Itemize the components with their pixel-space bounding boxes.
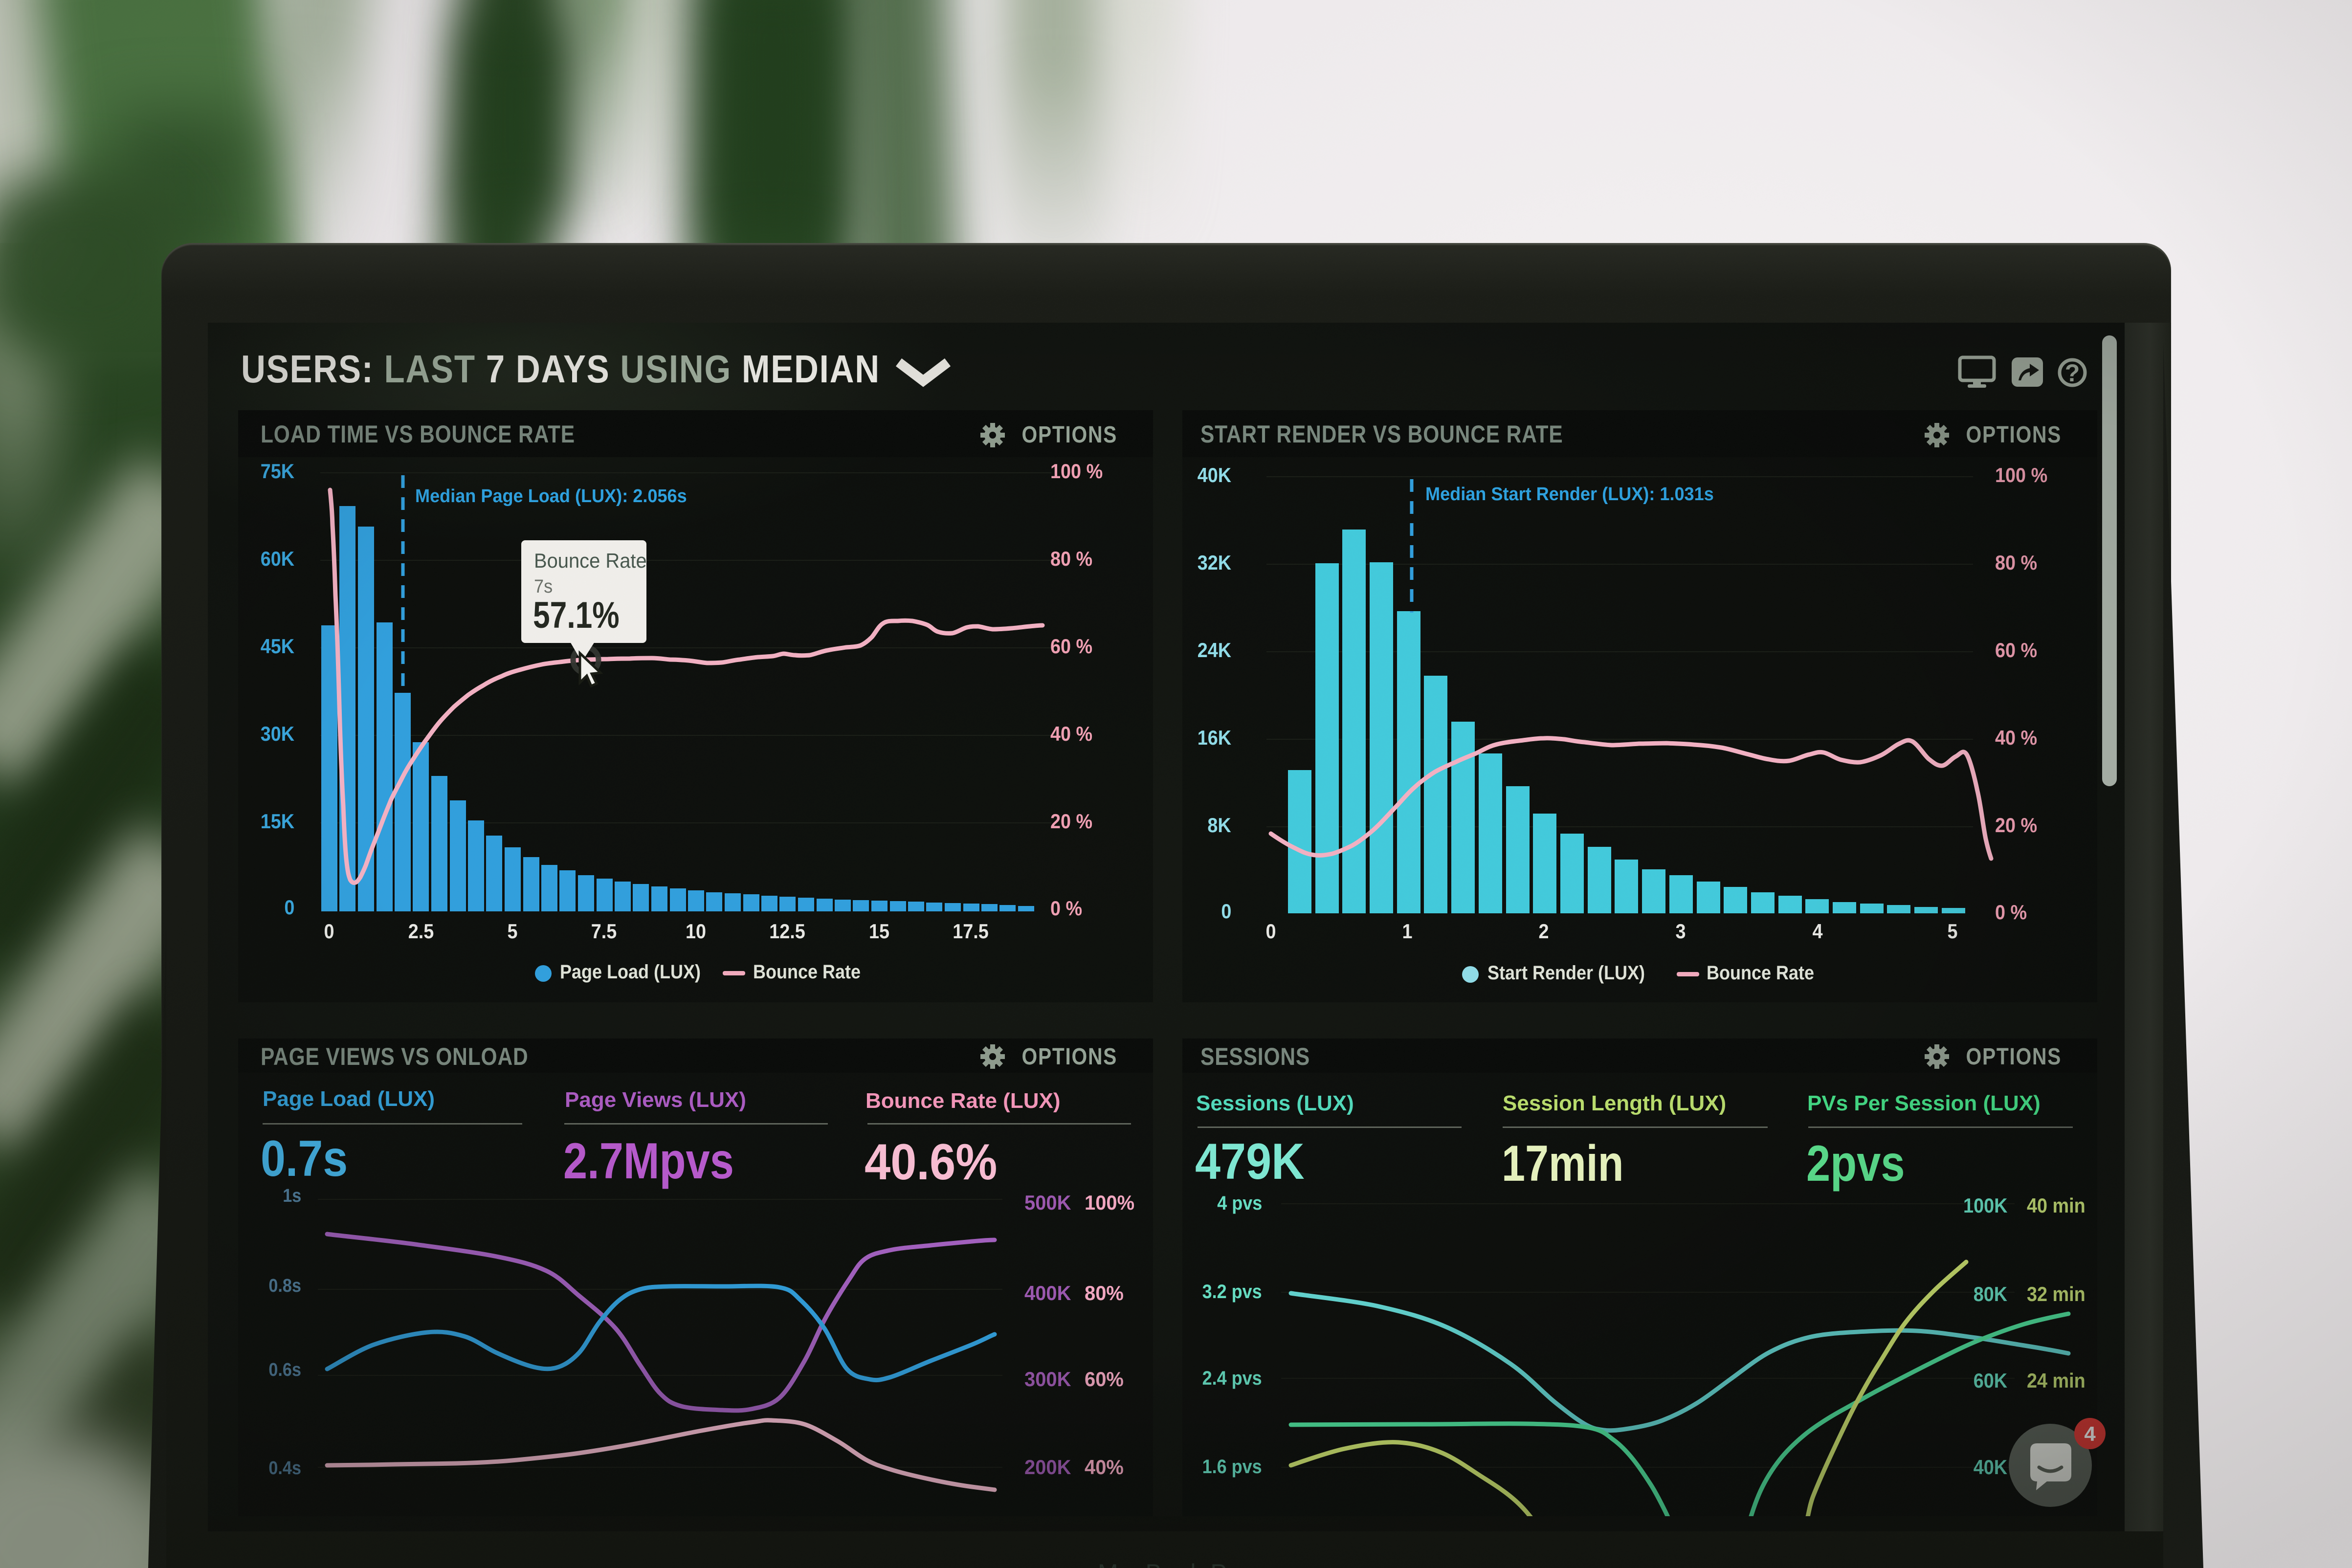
svg-text:?: ?: [2065, 359, 2080, 387]
svg-text:4: 4: [2084, 1422, 2096, 1445]
